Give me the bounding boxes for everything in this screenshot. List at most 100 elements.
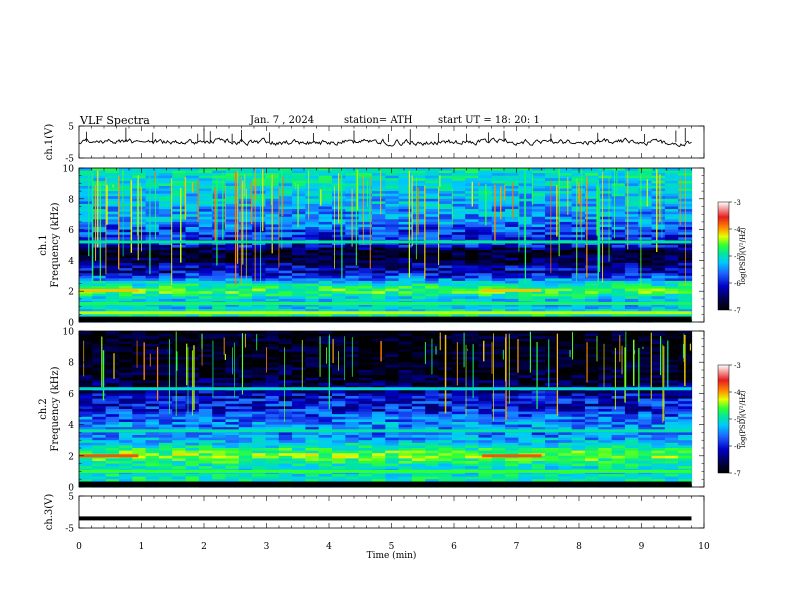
ch1-spectrogram-cell: [158, 257, 173, 261]
ch2-spectrogram-cell: [411, 333, 426, 337]
ch1-spectrogram-cell: [158, 273, 173, 277]
ch1-spectrogram-cell: [651, 298, 666, 303]
ch1-spectrogram-cell: [79, 245, 93, 249]
ch2-spectrogram-cell: [451, 406, 466, 410]
ch2-spectrogram-cell: [571, 375, 586, 379]
ch1-spectrogram-cell: [451, 227, 466, 231]
ch2-spectrogram-cell: [518, 414, 533, 418]
ch2-spectrogram-cell: [558, 445, 573, 449]
ch2-spectrogram-cell: [345, 403, 360, 407]
ch1-spectrogram-cell: [638, 185, 653, 190]
ch1-spectrogram-cell: [411, 206, 426, 210]
ch1-spectrogram-cell: [584, 247, 599, 251]
ch1-spectrogram-cell: [584, 188, 599, 192]
ch1-spectrogram-cell: [571, 278, 586, 282]
ch1-spectrogram-cell: [92, 255, 107, 259]
ch1-spectrogram-cell: [158, 250, 173, 254]
ch1-spectrogram-cell: [531, 229, 546, 233]
ch1-spectrogram-cell: [238, 304, 253, 308]
ch2-spectrogram-cell: [158, 401, 173, 405]
ch2-spectrogram-cell: [664, 411, 679, 415]
ch1-spectrogram-cell: [172, 224, 187, 228]
ch2-spectrogram-cell: [118, 396, 133, 400]
ch1-spectrogram-cell: [624, 288, 639, 292]
ch2-spectrogram-cell: [478, 390, 493, 394]
ch1-spectrogram-cell: [451, 219, 466, 223]
ch1-spectrogram-cell: [411, 221, 426, 226]
ch1-spectrogram-cell: [425, 175, 440, 179]
ch1-spectrogram-cell: [185, 255, 200, 259]
ch1-spectrogram-cell: [571, 227, 586, 231]
ch2-spectrogram-cell: [651, 351, 666, 355]
ch2-spectrogram-cell: [358, 375, 373, 379]
ch1-spectrogram-cell: [278, 275, 293, 279]
ch2-spectrogram-cell: [252, 422, 267, 426]
ch2-spectrogram-cell: [212, 448, 227, 452]
ch2-spectrogram-cell: [292, 364, 306, 368]
ch1-spectrogram-cell: [371, 288, 386, 292]
ch2-spectrogram-cell: [651, 414, 666, 418]
ch1-spectrogram-cell: [451, 173, 466, 177]
ch2-spectrogram-cell: [265, 346, 280, 350]
ch2-spectrogram-cell: [598, 333, 613, 337]
ch1-spectrogram-cell: [79, 198, 93, 202]
ch1-spectrogram-cell: [158, 280, 173, 285]
ch1-spectrogram-cell: [292, 247, 306, 251]
ch2-spectrogram-cell: [478, 424, 493, 428]
ch1-spectrogram-cell: [638, 183, 653, 187]
ch1-spectrogram-cell: [571, 293, 586, 297]
ch1-spectrogram-cell: [598, 232, 613, 236]
ch1-spectrogram-cell: [278, 232, 293, 236]
ch2-spectrogram-cell: [278, 338, 293, 342]
ch1-spectrogram-cell: [278, 234, 293, 238]
ch1-spectrogram-cell: [491, 260, 506, 264]
ch2-spectrogram-cell: [491, 390, 506, 394]
ch2-spectrogram-cell: [505, 385, 520, 389]
ch2-spectrogram-cell: [79, 406, 93, 410]
ch2-spectrogram-cell: [531, 419, 546, 423]
ch1-spectrogram-cell: [158, 173, 173, 177]
ch2-spectrogram-cell: [238, 435, 253, 439]
ch1-spectrogram-cell: [478, 262, 493, 267]
ch2-spectrogram-cell: [145, 398, 160, 402]
ch1-spectrogram-cell: [278, 291, 293, 295]
ch2-spectrogram-cell: [252, 437, 267, 441]
ch1-spectrogram-cell: [558, 229, 573, 233]
ch1-spectrogram-cell: [651, 234, 666, 238]
ch1-spectrogram-cell: [425, 288, 440, 292]
ch2-spectrogram-cell: [158, 351, 173, 355]
ch2-spectrogram-cell: [292, 359, 306, 363]
ch1-spectrogram-cell: [278, 247, 293, 251]
ch2-spectrogram-cell: [584, 396, 599, 400]
ch1-spectrogram-cell: [398, 193, 413, 197]
ch1-spectrogram-cell: [638, 273, 653, 277]
ch1-spectrogram-cell: [651, 306, 666, 310]
ch2-spectrogram-cell: [105, 336, 120, 340]
ch1-spectrogram-cell: [491, 278, 506, 282]
ch1-spectrogram-cell: [611, 280, 626, 285]
ch1-spectrogram-cell: [425, 232, 440, 236]
ch1-spectrogram-cell: [438, 268, 453, 272]
ch1-spectrogram-cell: [318, 198, 333, 202]
ch1-spectrogram-cell: [651, 211, 666, 215]
ch2-spectrogram-cell: [185, 414, 200, 418]
ch2-spectrogram-cell: [505, 344, 520, 348]
ch1-spectrogram-cell: [331, 278, 346, 282]
ch2-spectrogram-cell: [252, 380, 267, 384]
ch2-spectrogram-cell: [305, 416, 320, 420]
ch1-spectrogram-cell: [624, 178, 639, 182]
ch1-spectrogram-cell: [478, 268, 493, 272]
ch1-spectrogram-cell: [185, 216, 200, 220]
ch2-spectrogram-cell: [411, 367, 426, 371]
ch1-spectrogram-cell: [545, 298, 559, 303]
ch1-spectrogram-cell: [92, 306, 107, 310]
ch2-spectrogram-cell: [531, 435, 546, 439]
ch1-spectrogram-cell: [132, 206, 147, 210]
ch1-spectrogram-cell: [345, 250, 360, 254]
ch1-spectrogram-tone: [79, 240, 692, 244]
ch1-spectrogram-cell: [371, 170, 386, 174]
ch2-spectrogram-cell: [79, 422, 93, 426]
ch1-spectrogram-cell: [491, 275, 506, 279]
ch2-spectrogram-cell: [105, 427, 120, 431]
